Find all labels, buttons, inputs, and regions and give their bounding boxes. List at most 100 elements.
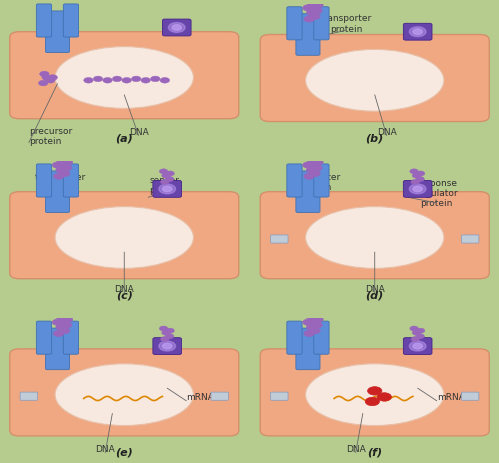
Circle shape [310, 14, 320, 20]
Circle shape [161, 337, 169, 342]
Circle shape [304, 17, 314, 23]
Circle shape [54, 313, 65, 319]
Circle shape [312, 8, 322, 15]
Circle shape [416, 328, 425, 333]
FancyBboxPatch shape [270, 235, 288, 244]
FancyBboxPatch shape [10, 192, 239, 279]
Text: DNA: DNA [377, 128, 397, 137]
Text: (e): (e) [115, 447, 133, 457]
Circle shape [59, 328, 70, 334]
Circle shape [162, 174, 170, 179]
Circle shape [305, 0, 315, 6]
Circle shape [165, 334, 174, 339]
Text: (a): (a) [115, 133, 133, 143]
Circle shape [53, 331, 64, 337]
FancyBboxPatch shape [462, 235, 479, 244]
Circle shape [365, 397, 380, 406]
Circle shape [303, 319, 313, 325]
Circle shape [159, 169, 168, 175]
FancyBboxPatch shape [10, 32, 239, 119]
Circle shape [165, 177, 174, 182]
Circle shape [309, 3, 319, 9]
Circle shape [412, 174, 421, 179]
FancyBboxPatch shape [296, 328, 320, 370]
FancyBboxPatch shape [260, 349, 489, 436]
FancyBboxPatch shape [45, 12, 69, 53]
Ellipse shape [55, 364, 194, 425]
FancyBboxPatch shape [296, 15, 320, 56]
Circle shape [410, 169, 418, 175]
FancyBboxPatch shape [10, 349, 239, 436]
FancyBboxPatch shape [45, 328, 69, 370]
Circle shape [45, 78, 55, 84]
FancyBboxPatch shape [163, 20, 191, 37]
Circle shape [168, 24, 185, 33]
FancyBboxPatch shape [403, 181, 432, 198]
Circle shape [309, 160, 319, 166]
Text: transporter
protein: transporter protein [34, 173, 85, 192]
Circle shape [312, 165, 322, 172]
Circle shape [53, 174, 64, 180]
Circle shape [122, 78, 131, 84]
Circle shape [310, 328, 320, 334]
Text: (b): (b) [366, 133, 384, 143]
Circle shape [166, 328, 174, 333]
FancyBboxPatch shape [287, 164, 302, 198]
Circle shape [52, 319, 63, 325]
Text: (f): (f) [367, 447, 382, 457]
Circle shape [306, 168, 317, 174]
Circle shape [409, 28, 426, 38]
Circle shape [59, 171, 70, 177]
Circle shape [61, 322, 72, 328]
Circle shape [62, 317, 73, 323]
Circle shape [58, 317, 69, 323]
Circle shape [409, 341, 426, 351]
Circle shape [172, 25, 182, 31]
FancyBboxPatch shape [314, 164, 329, 198]
Circle shape [93, 77, 103, 82]
Circle shape [410, 326, 418, 332]
Text: DNA: DNA [365, 285, 385, 294]
Text: response
regulator
protein: response regulator protein [416, 178, 458, 208]
Circle shape [416, 172, 425, 176]
Text: mRNA: mRNA [186, 393, 214, 401]
FancyBboxPatch shape [63, 164, 78, 198]
Circle shape [163, 344, 172, 349]
Circle shape [38, 81, 48, 87]
FancyBboxPatch shape [314, 321, 329, 355]
Text: mRNA: mRNA [437, 393, 465, 401]
FancyBboxPatch shape [63, 321, 78, 355]
Circle shape [416, 334, 424, 339]
FancyBboxPatch shape [153, 338, 182, 355]
Circle shape [411, 337, 420, 342]
Circle shape [166, 172, 174, 176]
Circle shape [61, 165, 72, 172]
Circle shape [409, 185, 426, 194]
FancyBboxPatch shape [211, 392, 229, 400]
FancyBboxPatch shape [45, 172, 69, 213]
Circle shape [159, 341, 176, 351]
Circle shape [309, 317, 319, 323]
Circle shape [305, 313, 315, 319]
Text: (d): (d) [366, 290, 384, 300]
FancyBboxPatch shape [36, 321, 51, 355]
Circle shape [413, 344, 423, 349]
Circle shape [304, 174, 314, 180]
Circle shape [377, 393, 391, 401]
Circle shape [305, 156, 315, 163]
Circle shape [304, 331, 314, 337]
FancyBboxPatch shape [260, 192, 489, 279]
Circle shape [103, 78, 112, 84]
Circle shape [159, 185, 176, 194]
Circle shape [52, 163, 63, 169]
Circle shape [163, 187, 172, 192]
Ellipse shape [305, 207, 444, 269]
Circle shape [84, 78, 93, 84]
Ellipse shape [55, 48, 194, 109]
Circle shape [313, 160, 323, 166]
Circle shape [39, 72, 49, 78]
Circle shape [306, 325, 317, 331]
Circle shape [412, 331, 421, 336]
Ellipse shape [305, 50, 444, 112]
Circle shape [56, 325, 66, 331]
